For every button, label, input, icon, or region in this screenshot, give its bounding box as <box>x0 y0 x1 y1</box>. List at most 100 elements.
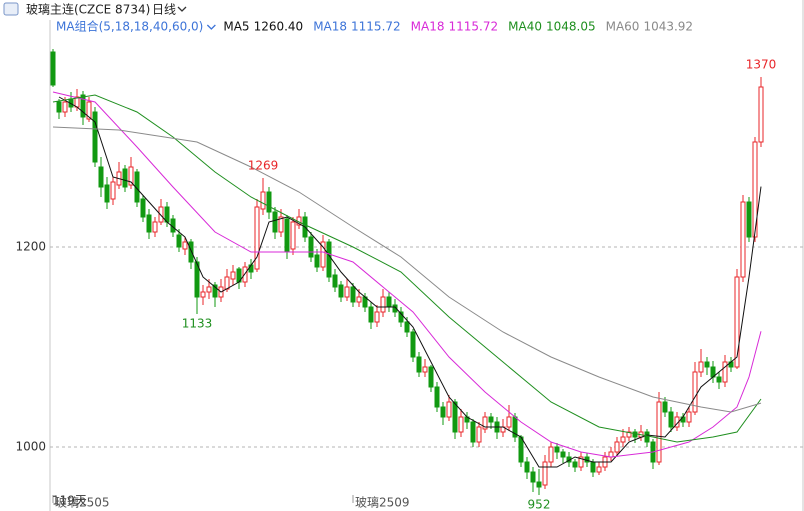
candle-body <box>530 471 536 483</box>
candle-body <box>506 416 512 428</box>
candle-body <box>458 416 464 433</box>
candle-body <box>350 286 356 303</box>
candle-body <box>554 446 560 453</box>
candle-body <box>98 166 104 188</box>
candle-body <box>314 254 320 268</box>
y-tick-label: 1200 <box>15 240 46 254</box>
candle-body <box>308 236 314 258</box>
ma-line <box>52 94 762 443</box>
candle-body <box>278 216 284 233</box>
candle-body <box>254 206 260 270</box>
candle-body <box>266 191 272 213</box>
app-icon[interactable] <box>3 2 19 16</box>
legend-name: MA18 <box>411 20 445 34</box>
candle-body <box>56 101 62 113</box>
candle-body <box>524 461 530 473</box>
candle-body <box>656 401 662 463</box>
candle-body <box>470 421 476 443</box>
candle-body <box>338 284 344 298</box>
candle-body <box>590 461 596 473</box>
indicator-chevron[interactable] <box>206 24 216 30</box>
candle-body <box>344 286 350 298</box>
candle-body <box>410 331 416 358</box>
candle-body <box>374 311 380 323</box>
indicator-label[interactable]: MA组合(5,18,18,40,60,0) <box>56 19 203 34</box>
candle-body <box>608 451 614 458</box>
candle-body <box>662 401 668 413</box>
candle-body <box>224 276 230 290</box>
title: 玻璃主连(CZCE 8734) <box>26 2 150 17</box>
candle-body <box>194 261 200 298</box>
day-count: 119天 <box>52 494 87 508</box>
candle-body <box>632 431 638 438</box>
candle-body <box>716 376 722 383</box>
candle-body <box>476 426 482 443</box>
candle-body <box>272 211 278 233</box>
legend-name: MA5 <box>223 20 249 34</box>
candle-body <box>62 101 68 113</box>
ma-line <box>52 91 762 458</box>
candle-body <box>140 198 146 218</box>
candle-body <box>536 481 542 488</box>
candle-body <box>704 361 710 368</box>
low-annotation: 1133 <box>182 317 213 331</box>
low-annotation: 952 <box>528 498 551 511</box>
legend-name: MA40 <box>508 20 542 34</box>
candle-body <box>152 221 158 233</box>
candle-body <box>326 241 332 278</box>
candle-body <box>332 274 338 288</box>
candle-body <box>158 206 164 223</box>
candle-body <box>548 446 554 463</box>
y-tick-label: 1000 <box>15 440 46 454</box>
candle-body <box>398 311 404 323</box>
candle-body <box>572 461 578 468</box>
candle-body <box>380 296 386 313</box>
candle-body <box>80 94 86 118</box>
candle-body <box>686 411 692 423</box>
candle-body <box>110 181 116 200</box>
candle-body <box>290 221 296 250</box>
candle-body <box>452 401 458 433</box>
candle-body <box>188 241 194 263</box>
candle-body <box>680 416 686 423</box>
candle-body <box>518 436 524 463</box>
high-annotation: 1370 <box>746 58 777 72</box>
candle-body <box>620 436 626 443</box>
candle-body <box>734 276 740 368</box>
ma-line <box>52 126 762 413</box>
candle-body <box>746 201 752 238</box>
legend-name: MA60 <box>606 20 640 34</box>
candle-body <box>386 296 392 308</box>
legend-value: 1115.72 <box>449 20 499 34</box>
candle-body <box>668 411 674 428</box>
candle-body <box>260 191 266 210</box>
candle-body <box>692 371 698 413</box>
candle-body <box>200 291 206 298</box>
legend-name: MA18 <box>313 20 347 34</box>
period-chevron[interactable] <box>177 6 187 12</box>
x-tick-label: 玻璃2509 <box>355 496 410 510</box>
candle-body <box>482 416 488 430</box>
ma-line <box>58 96 762 468</box>
candle-body <box>614 441 620 453</box>
period[interactable]: 日线 <box>152 3 176 17</box>
candle-body <box>542 461 548 486</box>
plot-area <box>50 49 803 503</box>
candle-body <box>488 416 494 423</box>
legend-value: 1115.72 <box>351 20 401 34</box>
candle-body <box>752 141 758 238</box>
candle-body <box>368 306 374 323</box>
high-annotation: 1269 <box>248 159 279 173</box>
candle-body <box>434 386 440 408</box>
legend-value: 1260.40 <box>254 20 304 34</box>
candle-body <box>698 361 704 373</box>
candle-body <box>578 456 584 468</box>
candle-body <box>176 234 182 248</box>
candle-body <box>86 101 92 120</box>
candle-body <box>404 321 410 333</box>
candle-body <box>182 241 188 250</box>
candle-body <box>104 184 110 203</box>
candle-body <box>356 296 362 303</box>
candle-body <box>446 401 452 418</box>
candle-body <box>122 168 128 188</box>
